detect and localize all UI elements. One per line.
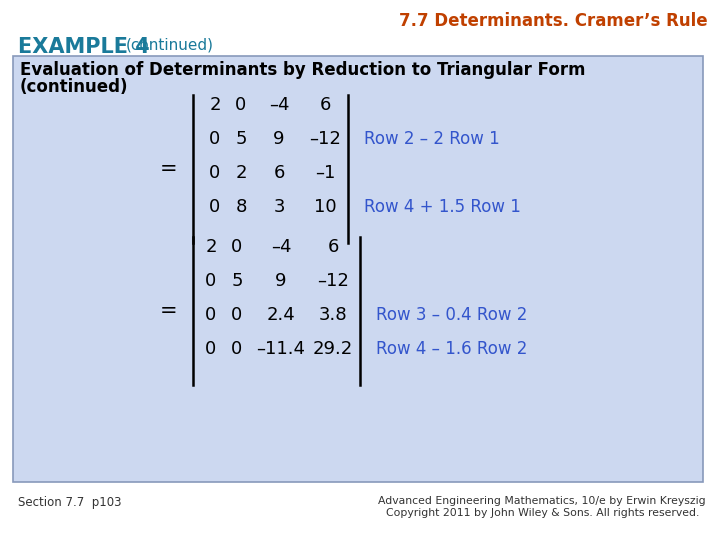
- Text: 0: 0: [210, 164, 220, 182]
- Text: –12: –12: [309, 130, 341, 148]
- FancyBboxPatch shape: [13, 56, 703, 482]
- Text: 6: 6: [319, 96, 330, 114]
- Text: EXAMPLE 4: EXAMPLE 4: [18, 37, 150, 57]
- Text: Section 7.7  p103: Section 7.7 p103: [18, 496, 122, 509]
- Text: 7.7 Determinants. Cramer’s Rule: 7.7 Determinants. Cramer’s Rule: [400, 12, 708, 30]
- Text: 3.8: 3.8: [319, 306, 347, 324]
- Text: 2: 2: [205, 238, 217, 256]
- Text: =: =: [159, 159, 177, 179]
- Text: –4: –4: [271, 238, 292, 256]
- Text: (continued): (continued): [126, 37, 214, 52]
- Text: 9: 9: [275, 272, 287, 290]
- Text: –4: –4: [269, 96, 289, 114]
- Text: Row 2 – 2 Row 1: Row 2 – 2 Row 1: [364, 130, 500, 148]
- Text: 6: 6: [274, 164, 284, 182]
- Text: 0: 0: [205, 340, 217, 358]
- Text: Evaluation of Determinants by Reduction to Triangular Form: Evaluation of Determinants by Reduction …: [20, 61, 585, 79]
- Text: 3: 3: [274, 198, 284, 216]
- Text: 2.4: 2.4: [266, 306, 295, 324]
- Text: (continued): (continued): [20, 78, 128, 96]
- Text: =: =: [159, 301, 177, 321]
- Text: 0: 0: [210, 130, 220, 148]
- Text: 0: 0: [205, 306, 217, 324]
- Text: Row 3 – 0.4 Row 2: Row 3 – 0.4 Row 2: [376, 306, 527, 324]
- Text: 9: 9: [274, 130, 284, 148]
- Text: 0: 0: [231, 238, 243, 256]
- Text: 0: 0: [235, 96, 247, 114]
- Text: 0: 0: [210, 198, 220, 216]
- Text: 5: 5: [231, 272, 243, 290]
- Text: –1: –1: [315, 164, 336, 182]
- Text: –11.4: –11.4: [256, 340, 305, 358]
- Text: Row 4 + 1.5 Row 1: Row 4 + 1.5 Row 1: [364, 198, 521, 216]
- Text: Advanced Engineering Mathematics, 10/e by Erwin Kreyszig
Copyright 2011 by John : Advanced Engineering Mathematics, 10/e b…: [379, 496, 706, 518]
- Text: 2: 2: [210, 96, 221, 114]
- Text: 29.2: 29.2: [313, 340, 353, 358]
- Text: 0: 0: [231, 340, 243, 358]
- Text: 10: 10: [314, 198, 336, 216]
- Text: 6: 6: [328, 238, 338, 256]
- Text: Row 4 – 1.6 Row 2: Row 4 – 1.6 Row 2: [376, 340, 527, 358]
- Text: 2: 2: [235, 164, 247, 182]
- Text: 5: 5: [235, 130, 247, 148]
- Text: 0: 0: [205, 272, 217, 290]
- Text: 8: 8: [235, 198, 247, 216]
- Text: –12: –12: [317, 272, 349, 290]
- Text: 0: 0: [231, 306, 243, 324]
